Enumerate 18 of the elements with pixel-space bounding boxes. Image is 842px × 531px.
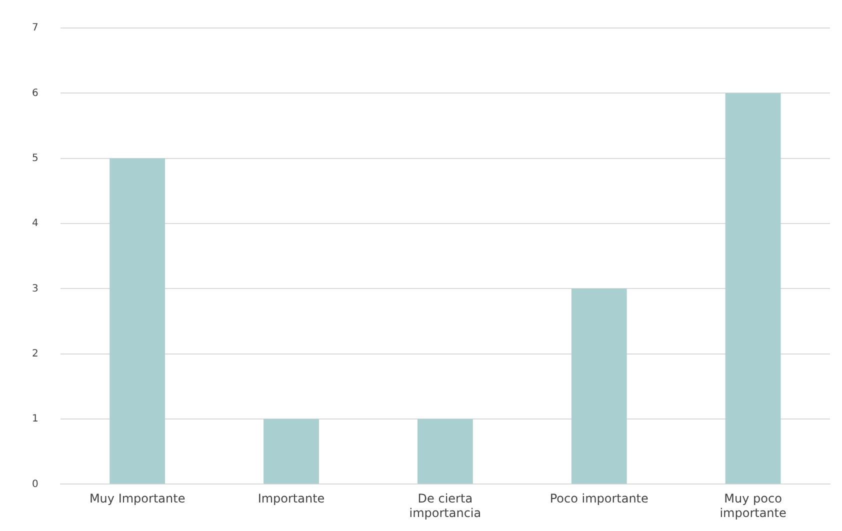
x-tick-label: Importante [258,492,325,506]
y-tick-label: 1 [32,414,38,425]
x-tick-label: De cierta importancia [409,492,482,520]
y-tick-label: 0 [32,478,38,490]
x-tick-label: Poco importante [550,492,648,506]
y-tick-label: 7 [32,22,38,34]
bar [725,93,781,484]
y-tick-label: 3 [32,283,38,294]
y-tick-label: 2 [32,348,38,360]
x-tick-label: Muy poco importante [720,492,786,520]
y-tick-label: 5 [32,152,38,164]
y-tick-label: 4 [32,218,38,230]
bar [417,419,473,484]
bar [571,288,627,484]
x-tick-label: Muy Importante [89,492,186,506]
bar [110,158,166,484]
bar [264,419,319,484]
y-tick-label: 6 [32,88,38,99]
